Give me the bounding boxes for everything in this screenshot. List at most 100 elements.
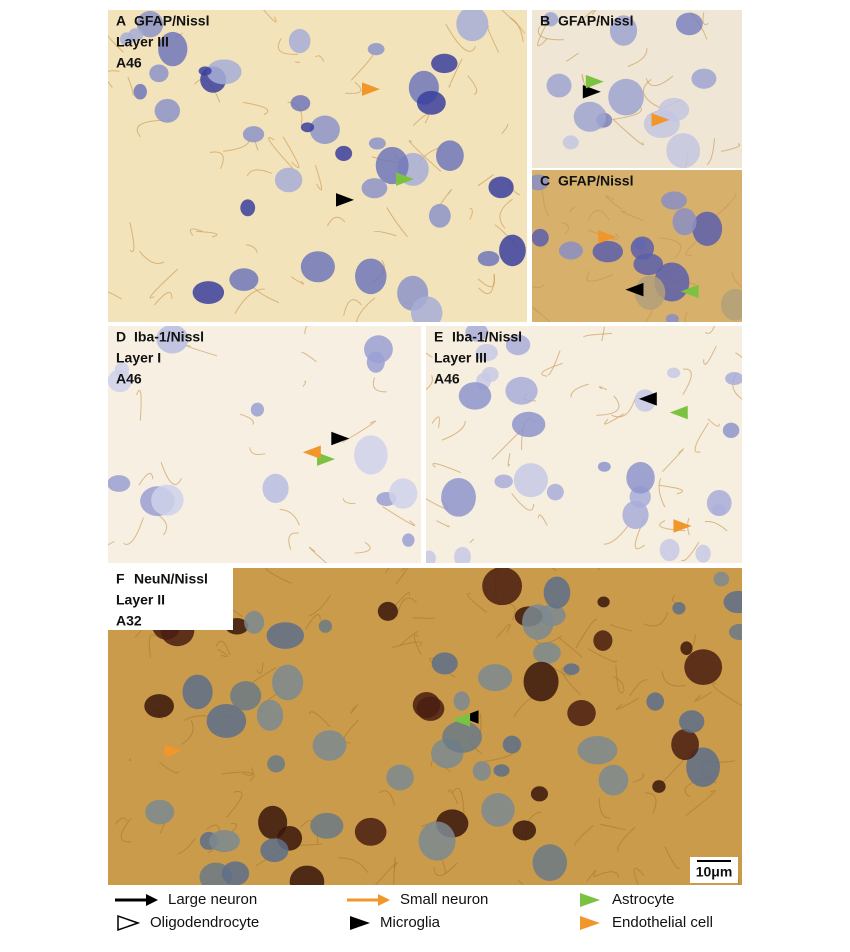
cell <box>318 619 333 633</box>
legend-label: Astrocyte <box>612 891 675 908</box>
cell <box>442 721 482 753</box>
legend: Large neuron Small neuron Astrocyte Oligode… <box>115 891 713 932</box>
process <box>226 791 243 818</box>
cell <box>502 735 522 754</box>
process <box>245 244 258 253</box>
icon-oligodendrocyte <box>117 914 141 932</box>
cell <box>289 865 325 885</box>
process <box>448 58 463 88</box>
legend-label: Large neuron <box>168 891 257 908</box>
process <box>703 345 717 365</box>
cell <box>288 28 311 54</box>
cell <box>661 191 687 210</box>
process <box>477 273 496 288</box>
process <box>431 416 440 429</box>
cell <box>562 135 579 150</box>
panel-line: A46 <box>434 371 460 387</box>
cell <box>643 109 680 139</box>
arrowhead <box>669 405 688 420</box>
panel-line: Layer I <box>116 350 161 366</box>
process <box>246 169 272 177</box>
cell <box>477 250 500 267</box>
process <box>426 375 433 391</box>
process <box>629 679 648 697</box>
process <box>108 70 120 88</box>
process <box>128 758 132 762</box>
process <box>570 383 589 398</box>
process <box>108 291 123 300</box>
cell <box>622 500 649 530</box>
process <box>604 413 625 425</box>
cell <box>593 630 613 651</box>
cell <box>567 699 596 727</box>
process <box>632 772 645 783</box>
panel-letter: E <box>434 329 443 345</box>
cell <box>543 12 559 27</box>
cell <box>158 31 188 67</box>
process <box>501 124 509 135</box>
panel-stain: GFAP/Nissl <box>558 13 633 29</box>
cell <box>671 729 699 761</box>
cell <box>182 674 213 710</box>
cell <box>354 817 387 846</box>
panel: B GFAP/Nissl <box>532 10 742 168</box>
process <box>547 350 561 376</box>
panel-letter: F <box>116 571 125 587</box>
process <box>659 237 682 259</box>
cell <box>262 473 289 503</box>
process <box>661 671 686 687</box>
cell <box>192 281 225 304</box>
process <box>612 118 644 146</box>
process <box>643 79 661 109</box>
process <box>576 10 597 25</box>
process <box>605 195 622 210</box>
cell <box>577 736 618 765</box>
process <box>433 862 458 876</box>
process <box>209 151 224 170</box>
panel-line: Layer III <box>434 350 487 366</box>
process <box>702 12 709 25</box>
process <box>496 623 511 639</box>
process <box>196 230 218 238</box>
cell <box>206 59 242 85</box>
process <box>590 19 602 23</box>
cell <box>458 382 492 410</box>
process <box>372 377 387 393</box>
process <box>149 268 179 299</box>
cell <box>242 126 265 143</box>
process <box>643 611 669 627</box>
cell <box>472 761 491 781</box>
cell <box>230 681 262 711</box>
process <box>664 846 681 869</box>
cell <box>441 478 476 517</box>
panel-letter: B <box>540 13 550 29</box>
process <box>615 664 625 694</box>
cell <box>156 326 189 354</box>
process <box>338 857 369 873</box>
micrograph <box>532 170 742 322</box>
cell <box>221 861 250 885</box>
process <box>712 682 742 707</box>
cell <box>300 122 315 133</box>
cell <box>512 820 537 841</box>
cell <box>108 475 131 492</box>
process <box>308 594 332 617</box>
process <box>694 422 709 453</box>
cell <box>229 268 259 291</box>
cell <box>475 343 498 362</box>
process <box>249 447 266 456</box>
cell <box>675 12 703 36</box>
arrowhead <box>331 431 350 446</box>
process <box>408 140 442 172</box>
process <box>374 862 398 885</box>
cell <box>354 435 388 475</box>
cell <box>416 696 445 721</box>
process <box>507 453 511 467</box>
cell <box>532 844 568 881</box>
panel-letter: A <box>116 13 126 29</box>
process <box>183 715 208 721</box>
process <box>704 521 728 532</box>
cell <box>154 98 181 123</box>
process <box>242 767 254 776</box>
process <box>108 540 115 546</box>
